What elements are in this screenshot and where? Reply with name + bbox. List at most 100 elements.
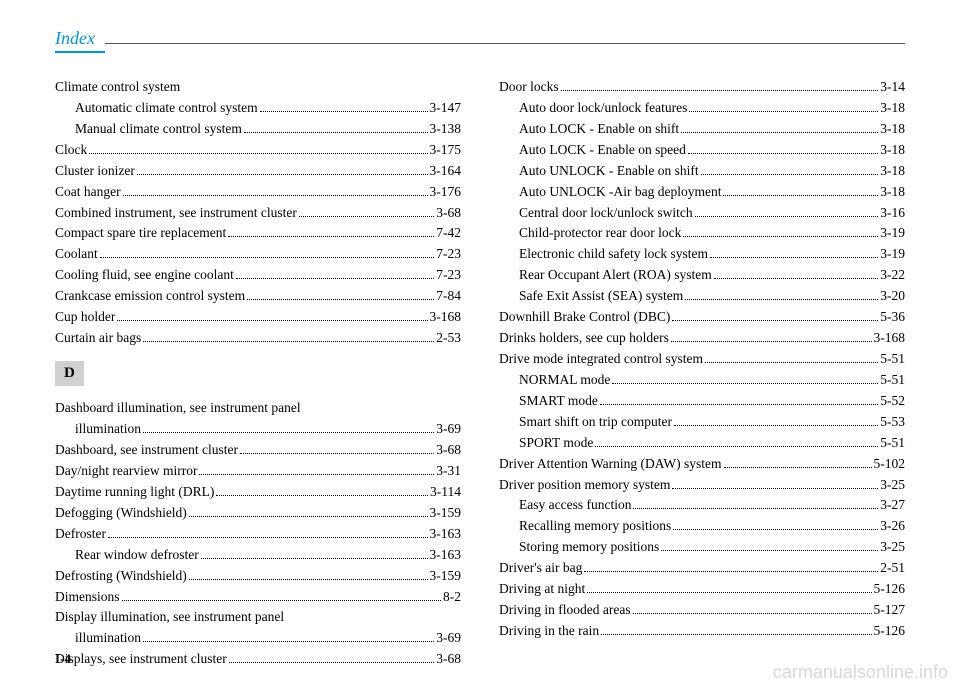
index-entry-page: 3-18 (880, 182, 905, 203)
index-entry-label: Cluster ionizer (55, 161, 135, 182)
index-entry-label: Dashboard, see instrument cluster (55, 440, 238, 461)
index-entry-label: SPORT mode (519, 433, 593, 454)
index-entry: Dimensions8-2 (55, 587, 461, 608)
leader-dots (189, 516, 428, 517)
leader-dots (117, 320, 427, 321)
leader-dots (672, 320, 878, 321)
leader-dots (228, 236, 434, 237)
left-column: Climate control systemAutomatic climate … (55, 77, 461, 670)
index-entry: Coat hanger 3-176 (55, 182, 461, 203)
index-entry: Storing memory positions 3-25 (499, 537, 905, 558)
index-entry-label: Smart shift on trip computer (519, 412, 672, 433)
leader-dots (710, 257, 878, 258)
index-entry-page: 3-19 (880, 223, 905, 244)
index-entry-label: Driving at night (499, 579, 585, 600)
index-entry: Defogging (Windshield) 3-159 (55, 503, 461, 524)
index-entry-page: 5-51 (880, 433, 905, 454)
index-entry-label: Driver's air bag (499, 558, 582, 579)
index-entry: Recalling memory positions3-26 (499, 516, 905, 537)
index-entry-page: 8-2 (443, 587, 461, 608)
index-entry: illumination 3-69 (55, 419, 461, 440)
index-entry-page: 3-22 (880, 265, 905, 286)
index-entry-page: 3-25 (880, 537, 905, 558)
index-entry-label: Crankcase emission control system (55, 286, 245, 307)
index-entry-label: illumination (75, 419, 141, 440)
index-entry: Coolant7-23 (55, 244, 461, 265)
index-entry: Driver position memory system3-25 (499, 475, 905, 496)
leader-dots (714, 278, 879, 279)
index-entry: Compact spare tire replacement 7-42 (55, 223, 461, 244)
index-entry-label: Driving in the rain (499, 621, 599, 642)
header-rule (105, 43, 905, 44)
index-entry: Safe Exit Assist (SEA) system3-20 (499, 286, 905, 307)
index-entry-page: 3-164 (430, 161, 462, 182)
index-entry: Defrosting (Windshield) 3-159 (55, 566, 461, 587)
index-entry-label: Defrosting (Windshield) (55, 566, 187, 587)
index-entry-label: Electronic child safety lock system (519, 244, 708, 265)
index-entry-label: Daytime running light (DRL) (55, 482, 214, 503)
leader-dots (89, 153, 427, 154)
index-entry-label: Central door lock/unlock switch (519, 203, 693, 224)
index-entry-page: 3-114 (430, 482, 461, 503)
index-entry-label: Door locks (499, 77, 559, 98)
index-entry-page: 3-18 (880, 161, 905, 182)
index-entry-page: 5-51 (880, 370, 905, 391)
index-entry: Day/night rearview mirror3-31 (55, 461, 461, 482)
index-entry-label: Defogging (Windshield) (55, 503, 187, 524)
leader-dots (584, 571, 878, 572)
index-entry-label: Compact spare tire replacement (55, 223, 226, 244)
index-entry-page: 3-176 (430, 182, 462, 203)
leader-dots (681, 132, 878, 133)
index-entry-page: 3-18 (880, 140, 905, 161)
index-entry: Auto UNLOCK -Air bag deployment3-18 (499, 182, 905, 203)
index-entry-label: Curtain air bags (55, 328, 141, 349)
index-entry-label: SMART mode (519, 391, 598, 412)
index-entry-page: 3-159 (430, 566, 462, 587)
index-entry-label: Displays, see instrument cluster (55, 649, 227, 670)
index-entry-page: 2-51 (880, 558, 905, 579)
index-entry-page: 3-16 (880, 203, 905, 224)
leader-dots (701, 174, 879, 175)
index-entry-label: Drive mode integrated control system (499, 349, 703, 370)
index-entry-page: 3-159 (430, 503, 462, 524)
leader-dots (143, 641, 434, 642)
index-entry-label: Driving in flooded areas (499, 600, 631, 621)
index-entry: Auto UNLOCK - Enable on shift3-18 (499, 161, 905, 182)
leader-dots (561, 90, 879, 91)
index-entry: illumination3-69 (55, 628, 461, 649)
index-entry-page: 3-18 (880, 98, 905, 119)
index-entry-page: 5-51 (880, 349, 905, 370)
leader-dots (247, 299, 434, 300)
index-entry: Driver Attention Warning (DAW) system5-1… (499, 454, 905, 475)
index-entry: Driver's air bag 2-51 (499, 558, 905, 579)
leader-dots (123, 195, 428, 196)
leader-dots (688, 153, 878, 154)
index-entry: Combined instrument, see instrument clus… (55, 203, 461, 224)
index-entry-page: 5-53 (880, 412, 905, 433)
index-entry-page: 5-126 (874, 621, 906, 642)
index-entry: Manual climate control system3-138 (55, 119, 461, 140)
leader-dots (705, 362, 878, 363)
index-entry-page: 7-23 (436, 265, 461, 286)
index-entry: Easy access function3-27 (499, 495, 905, 516)
index-entry: Curtain air bags 2-53 (55, 328, 461, 349)
leader-dots (587, 592, 871, 593)
index-entry-label: Storing memory positions (519, 537, 659, 558)
index-entry-page: 2-53 (436, 328, 461, 349)
leader-dots (236, 278, 434, 279)
index-entry: Drinks holders, see cup holders3-168 (499, 328, 905, 349)
leader-dots (601, 634, 871, 635)
index-entry-page: 3-69 (436, 419, 461, 440)
index-entry-label: Coat hanger (55, 182, 121, 203)
index-entry-label: Cooling fluid, see engine coolant (55, 265, 234, 286)
index-entry: Dashboard, see instrument cluster3-68 (55, 440, 461, 461)
watermark: carmanualsonline.info (773, 662, 948, 683)
index-entry-page: 7-42 (436, 223, 461, 244)
index-entry-page: 3-168 (874, 328, 906, 349)
index-entry-page: 3-19 (880, 244, 905, 265)
section-letter: D (55, 361, 84, 386)
index-entry-label: Rear Occupant Alert (ROA) system (519, 265, 712, 286)
index-entry: Rear Occupant Alert (ROA) system 3-22 (499, 265, 905, 286)
index-entry-page: 3-175 (430, 140, 462, 161)
index-entry-page: 3-31 (436, 461, 461, 482)
